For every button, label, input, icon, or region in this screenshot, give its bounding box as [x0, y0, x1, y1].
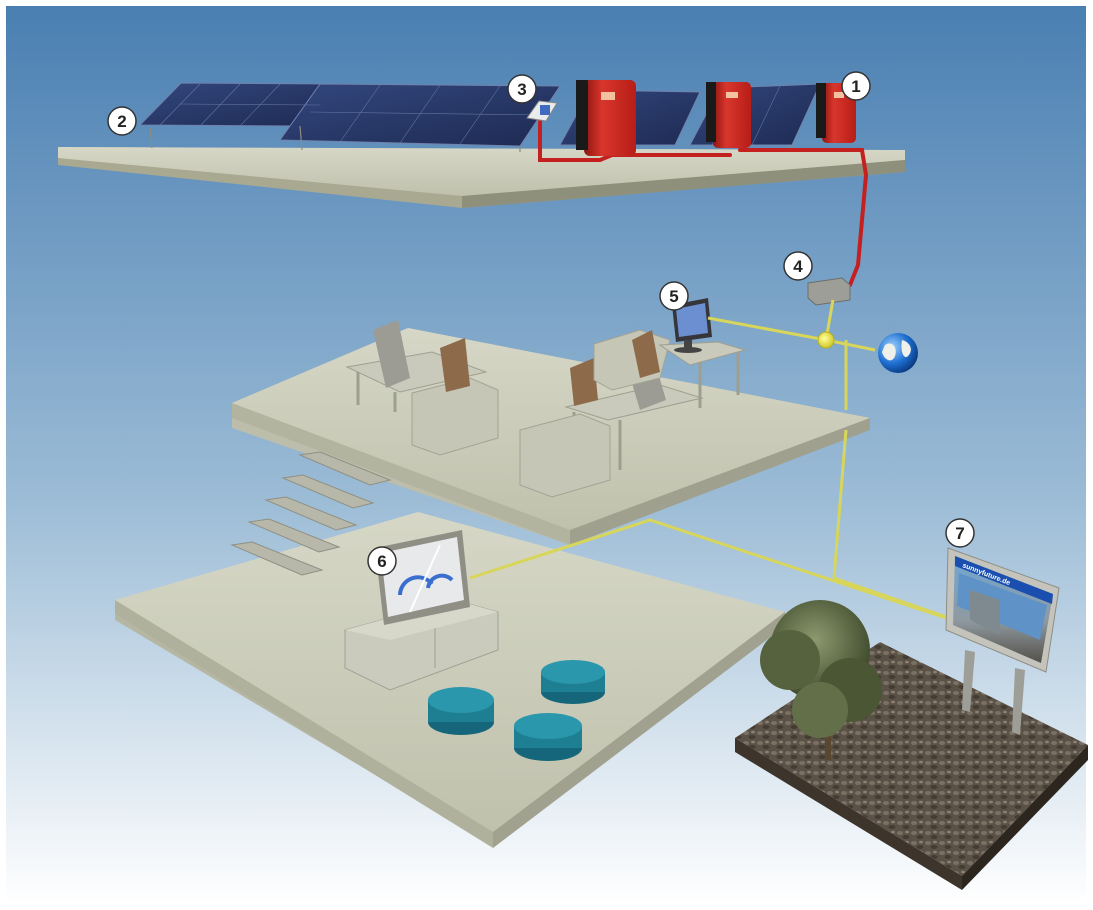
living-level	[115, 512, 785, 848]
sensor-box	[526, 100, 558, 122]
ottomans	[428, 660, 605, 761]
staircase	[230, 451, 392, 576]
marker-2-label: 2	[117, 112, 126, 131]
marker-5-label: 5	[669, 287, 678, 306]
inverter-3	[576, 80, 636, 156]
marker-3-label: 3	[517, 80, 526, 99]
tree	[760, 600, 882, 760]
billboard: sunnyfuture.de	[945, 547, 1060, 735]
marker-6-label: 6	[377, 552, 386, 571]
office-furniture	[345, 320, 747, 498]
network-hub-icon	[817, 331, 835, 349]
marker-1-label: 1	[851, 77, 860, 96]
marker-7: 7	[945, 518, 975, 548]
marker-2: 2	[107, 106, 137, 136]
monitor-computer	[672, 298, 712, 353]
communication-box	[807, 277, 851, 306]
roof-level	[58, 147, 905, 208]
marker-5: 5	[659, 281, 689, 311]
marker-1: 1	[841, 71, 871, 101]
data-cables	[469, 299, 956, 622]
marker-7-label: 7	[955, 524, 964, 543]
globe-icon	[878, 333, 918, 373]
marker-4: 4	[783, 251, 813, 281]
marker-6: 6	[367, 546, 397, 576]
inverter-2	[706, 82, 751, 148]
marker-3: 3	[507, 74, 537, 104]
tv-display	[375, 530, 470, 625]
marker-4-label: 4	[793, 257, 803, 276]
